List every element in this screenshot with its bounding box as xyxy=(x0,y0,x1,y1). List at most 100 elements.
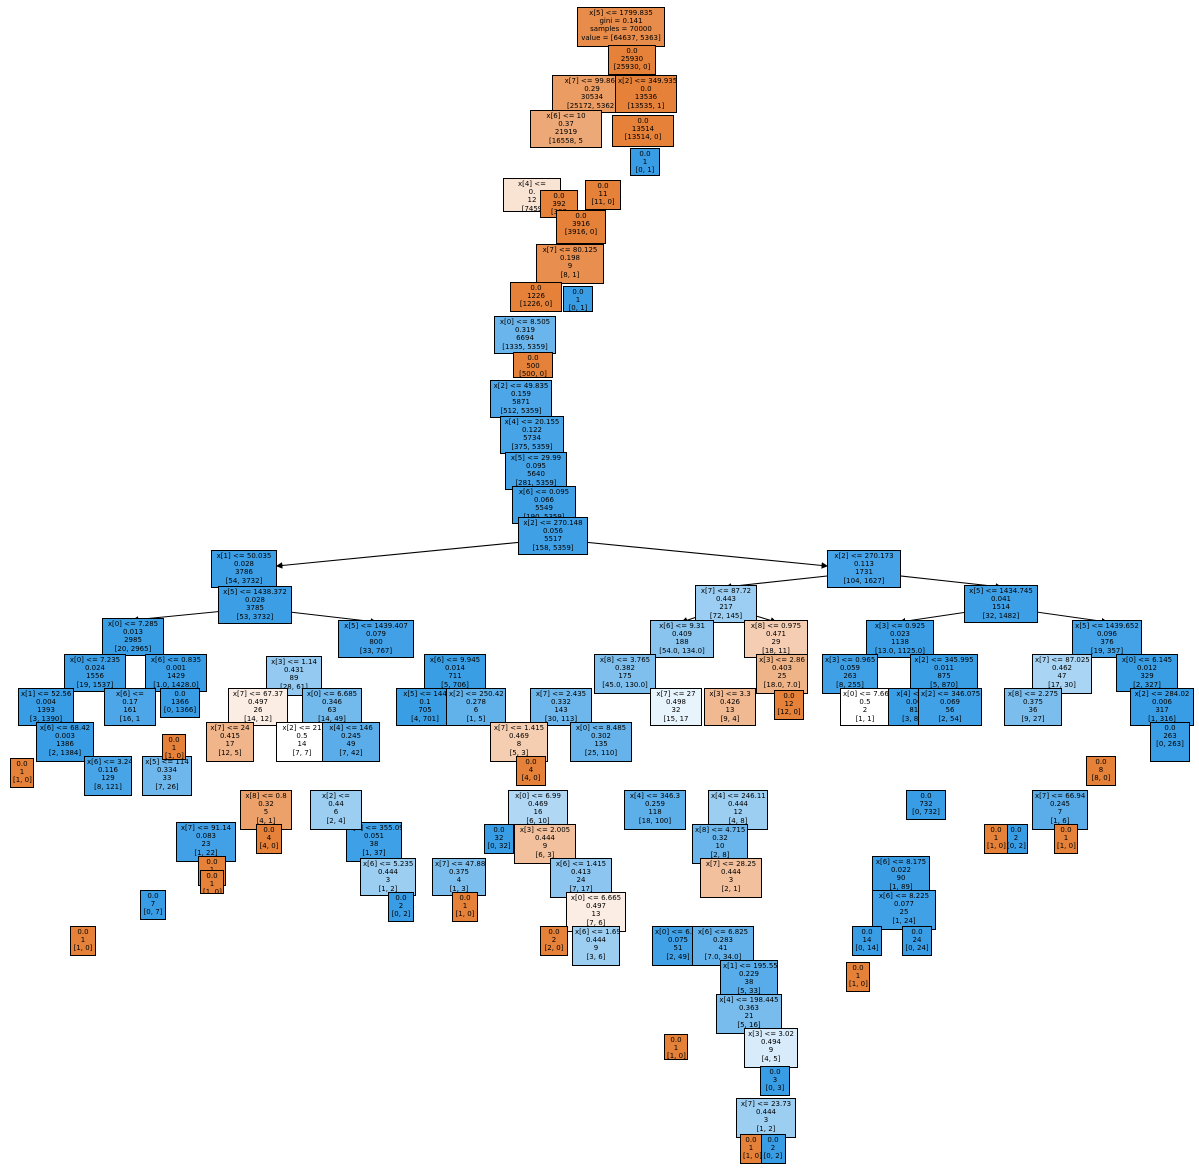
node-text-line: 0.028 xyxy=(233,560,255,569)
node-text-line: 38 xyxy=(744,978,754,987)
node-text-line: 0.259 xyxy=(644,800,666,809)
node-text-line: [1, 37] xyxy=(362,848,386,857)
node-text-line: 217 xyxy=(719,603,733,612)
node-text-line: x[8] <= 2.275 xyxy=(1007,690,1059,698)
node-text-line: value = [64637, 5363] xyxy=(581,33,661,42)
node-text-line: 2985 xyxy=(124,636,142,645)
node-text-line: [2, 8] xyxy=(710,850,730,859)
node-text-line: x[0] <= 7.235 xyxy=(69,656,121,664)
node-text-line: 1138 xyxy=(891,638,909,647)
node-text-line: [14, 49] xyxy=(318,714,346,723)
node-text-line: [4, 701] xyxy=(411,714,439,723)
node-text-line: 49 xyxy=(346,740,356,749)
node-text-line: [1, 0] xyxy=(455,910,475,919)
node-text-line: [14, 12] xyxy=(244,714,272,723)
node-text-line: 0.113 xyxy=(853,560,875,569)
node-text-line: 0.332 xyxy=(550,698,572,707)
node-text-line: 711 xyxy=(448,672,462,681)
node-text-line: 24 xyxy=(912,936,922,945)
node-text-line: x[7] <= 80.125 xyxy=(542,246,598,254)
node-text-line: [1, 3] xyxy=(449,884,469,893)
node-text-line: 263 xyxy=(1163,732,1177,741)
tree-node-R6f: 0.0 8 [8, 0] xyxy=(1086,756,1116,786)
node-text-line: [4, 1] xyxy=(256,816,276,825)
node-text-line: x[5] <= 1799.835 xyxy=(589,9,653,17)
node-text-line: 0.0 xyxy=(911,928,923,936)
tree-node-R5b: x[7] <= 27 0.498 32 [15, 17 xyxy=(650,688,702,726)
tree-node-R4b: x[3] <= 2.86 0.403 25 [18.0, 7.0] xyxy=(756,654,808,694)
node-text-line: 13514 xyxy=(631,125,655,134)
node-text-line: x[4] <= 146 xyxy=(329,724,373,732)
tree-node-M1: x[6] <= 1.415 0.413 24 [7, 17] xyxy=(550,858,612,898)
node-text-line: 0.17 xyxy=(122,698,138,707)
node-text-line: [5, 33] xyxy=(737,986,761,995)
node-text-line: 8 xyxy=(1098,766,1104,775)
node-text-line: [4, 0] xyxy=(521,774,541,783)
tree-node-M3: x[0] <= 6.665 0.497 13 [7, 6] xyxy=(566,892,626,932)
tree-node-M7: x[6] <= 6.825 0.283 41 [7.0, 34.0] xyxy=(692,926,754,966)
node-text-line: 0.0 xyxy=(525,758,537,766)
node-text-line: x[6] <= 0.835 xyxy=(150,656,202,664)
node-text-line: [5, 3] xyxy=(509,748,529,757)
node-text-line: 0.066 xyxy=(533,496,555,505)
tree-node-n3: x[2] <= 349.935 0.0 13536 [13535, 1] xyxy=(615,75,677,113)
node-text-line: 0.444 xyxy=(377,868,399,877)
node-text-line: x[0] <= 6.055 xyxy=(655,928,704,936)
node-text-line: 1 xyxy=(80,936,86,945)
node-text-line: x[6] <= 1.415 xyxy=(555,860,607,868)
node-text-line: [1, 24] xyxy=(892,916,916,925)
node-text-line: 705 xyxy=(418,706,432,715)
node-text-line: 0.079 xyxy=(365,630,387,639)
node-text-line: [512, 5359] xyxy=(500,406,542,415)
node-text-line: 11 xyxy=(598,190,608,199)
tree-node-R5e: x[0] <= 7.66 0.5 2 [1, 1] xyxy=(840,688,890,726)
tree-node-LL2: 0.0 2 [0, 2] xyxy=(388,892,414,922)
node-text-line: 0.0 xyxy=(527,354,539,362)
node-text-line: 0.0 xyxy=(530,284,542,292)
tree-node-n11: x[7] <= 80.125 0.198 9 [8, 1] xyxy=(536,244,604,284)
tree-node-n8: 0.0 11 [11, 0] xyxy=(585,180,621,210)
node-text-line: 41 xyxy=(718,944,728,953)
tree-node-R6a: x[0] <= 8.485 0.302 135 [25, 110] xyxy=(570,722,632,762)
node-text-line: [1, 0] xyxy=(203,888,222,894)
tree-node-L5a: x[1] <= 52.56 0.004 1393 [3, 1390] xyxy=(18,688,74,726)
node-text-line: 2 xyxy=(551,936,557,945)
node-text-line: 0.0 xyxy=(767,1136,779,1144)
node-text-line: x[7] <= 91.14 xyxy=(180,824,232,832)
tree-node-R4f: x[0] <= 6.145 0.012 329 [2, 327] xyxy=(1116,654,1178,692)
tree-node-M12: x[7] <= 23.73 0.444 3 [1, 2] xyxy=(736,1098,796,1138)
node-text-line: [0, 1] xyxy=(568,304,588,312)
node-text-line: 0.024 xyxy=(84,664,106,673)
node-text-line: x[2] <= xyxy=(321,792,350,800)
node-text-line: 0.469 xyxy=(508,732,530,741)
node-text-line: [72, 145] xyxy=(709,611,743,620)
node-text-line: 26 xyxy=(253,706,263,715)
node-text-line: 1 xyxy=(1063,834,1069,843)
node-text-line: [375, 5359] xyxy=(511,442,553,451)
node-text-line: 376 xyxy=(1100,638,1114,647)
node-text-line: [0, 1] xyxy=(635,166,655,175)
node-text-line: 1556 xyxy=(86,672,104,681)
node-text-line: 1 xyxy=(673,1044,679,1053)
node-text-line: [19, 357] xyxy=(1090,646,1124,655)
tree-node-R6d: 0.0 732 [0, 732] xyxy=(906,790,946,820)
node-text-line: [0, 3] xyxy=(765,1084,785,1093)
node-text-line: [2, 0] xyxy=(544,944,564,953)
node-text-line: x[2] <= 349.935 xyxy=(618,77,677,85)
tree-node-L5c: 0.0 1366 [0, 1366] xyxy=(160,688,200,718)
node-text-line: 0.0 xyxy=(783,692,795,700)
tree-node-R3d: x[5] <= 1439.652 0.096 376 [19, 357] xyxy=(1072,620,1142,658)
tree-node-n18: x[5] <= 29.99 0.095 5640 [281, 5359] xyxy=(505,452,567,490)
node-text-line: 38 xyxy=(369,840,379,849)
node-text-line: [3, 6] xyxy=(586,952,606,961)
node-text-line: 0.0 xyxy=(16,760,28,768)
node-text-line: x[2] <= 346.075 xyxy=(921,690,981,698)
tree-node-M9: x[4] <= 198.445 0.363 21 [5, 16] xyxy=(716,994,782,1034)
node-text-line: 0.083 xyxy=(195,832,217,841)
node-text-line: 0.028 xyxy=(244,596,266,605)
node-text-line: [1, 0] xyxy=(165,752,184,760)
node-text-line: 732 xyxy=(919,800,933,809)
node-text-line: 56 xyxy=(945,706,955,715)
node-text-line: [8, 0] xyxy=(1091,774,1111,783)
node-text-line: x[6] <= 10 xyxy=(546,112,586,120)
